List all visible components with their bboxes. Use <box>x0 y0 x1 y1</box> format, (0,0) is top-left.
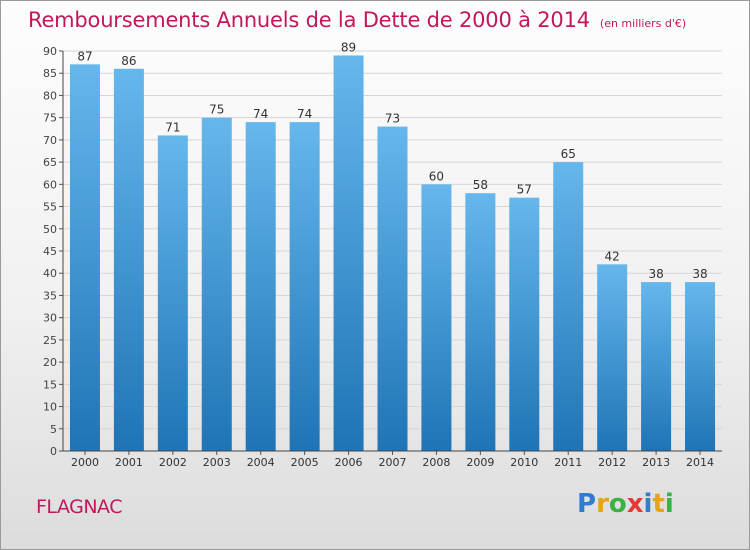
y-tick-label: 30 <box>43 312 57 325</box>
bars <box>69 55 716 452</box>
bar-2005 <box>289 122 320 451</box>
x-tick-label-2000: 2000 <box>71 456 99 469</box>
data-label-2008: 60 <box>429 169 444 183</box>
bar-2013 <box>641 282 672 451</box>
y-tick-label: 20 <box>43 356 57 369</box>
y-tick-label: 35 <box>43 289 57 302</box>
x-tick-label-2012: 2012 <box>598 456 626 469</box>
data-label-2005: 74 <box>297 107 312 121</box>
y-tick-label: 25 <box>43 334 57 347</box>
y-axis-ticks: 0 5 10 15 20 25 30 35 40 45 50 55 60 65 70 75 80 85 90 <box>43 45 63 458</box>
x-tick-label-2010: 2010 <box>510 456 538 469</box>
x-tick-label-2004: 2004 <box>247 456 275 469</box>
y-tick-label: 45 <box>43 245 57 258</box>
data-label-2000: 87 <box>77 49 92 63</box>
y-tick-label: 65 <box>43 156 57 169</box>
chart-unit: (en milliers d'€) <box>599 17 687 30</box>
y-tick-label: 10 <box>43 401 57 414</box>
commune-name: FLAGNAC <box>36 496 122 518</box>
y-tick-label: 50 <box>43 223 57 236</box>
data-label-2003: 75 <box>209 103 224 117</box>
data-label-2011: 65 <box>561 147 576 161</box>
data-label-2006: 89 <box>341 40 356 54</box>
y-tick-label: 85 <box>43 67 57 80</box>
axes <box>62 51 722 452</box>
x-tick-label-2008: 2008 <box>422 456 450 469</box>
data-label-2007: 73 <box>385 112 400 126</box>
chart-title-text: Remboursements Annuels de la Dette de 20… <box>28 8 590 32</box>
bar-2004 <box>245 122 276 451</box>
x-axis-ticks: 2000 2001 2002 2003 2004 2005 2006 2007 2008 2009… <box>71 451 714 469</box>
x-tick-label-2007: 2007 <box>379 456 407 469</box>
data-labels: 87 86 71 75 74 74 89 73 60 58 57 65 42 38 38 <box>77 40 707 281</box>
proxiti-logo: Proxiti <box>577 489 674 519</box>
logo-letter: x <box>626 489 644 519</box>
logo-letter: i <box>664 489 674 519</box>
bar-2011 <box>553 162 584 451</box>
data-label-2001: 86 <box>121 54 136 68</box>
y-tick-label: 15 <box>43 378 57 391</box>
bar-2001 <box>113 68 144 452</box>
y-tick-label: 55 <box>43 201 57 214</box>
logo-letter: i <box>643 489 653 519</box>
x-tick-label-2003: 2003 <box>203 456 231 469</box>
bar-2010 <box>509 197 540 451</box>
data-label-2002: 71 <box>165 120 180 134</box>
x-tick-label-2011: 2011 <box>554 456 582 469</box>
x-tick-label-2014: 2014 <box>686 456 714 469</box>
x-tick-label-2009: 2009 <box>466 456 494 469</box>
chart-title: Remboursements Annuels de la Dette de 20… <box>28 8 686 32</box>
logo-letter: r <box>596 489 609 519</box>
logo-letter: t <box>652 489 665 519</box>
x-tick-label-2013: 2013 <box>642 456 670 469</box>
x-tick-label-2006: 2006 <box>335 456 363 469</box>
data-label-2004: 74 <box>253 107 268 121</box>
data-label-2013: 38 <box>648 267 663 281</box>
bar-2009 <box>465 193 496 451</box>
y-tick-label: 60 <box>43 178 57 191</box>
data-label-2009: 58 <box>473 178 488 192</box>
data-label-2014: 38 <box>692 267 707 281</box>
data-label-2010: 57 <box>517 183 532 197</box>
y-tick-label: 0 <box>50 445 57 458</box>
bar-2000 <box>69 64 100 452</box>
y-tick-label: 5 <box>50 423 57 436</box>
logo-letter: o <box>608 489 627 519</box>
y-tick-label: 70 <box>43 134 57 147</box>
bar-2012 <box>597 264 628 451</box>
logo-letter: P <box>577 489 597 519</box>
y-tick-label: 40 <box>43 267 57 280</box>
x-tick-label-2002: 2002 <box>159 456 187 469</box>
bar-2002 <box>157 135 188 451</box>
y-tick-label: 75 <box>43 112 57 125</box>
x-tick-label-2005: 2005 <box>291 456 319 469</box>
bar-2003 <box>201 117 232 452</box>
x-tick-label-2001: 2001 <box>115 456 143 469</box>
bar-2008 <box>421 184 452 452</box>
bar-2007 <box>377 126 408 452</box>
y-tick-label: 80 <box>43 89 57 102</box>
bar-2006 <box>333 55 364 451</box>
y-tick-label: 90 <box>43 45 57 58</box>
bar-2014 <box>685 282 716 451</box>
data-label-2012: 42 <box>605 249 620 263</box>
